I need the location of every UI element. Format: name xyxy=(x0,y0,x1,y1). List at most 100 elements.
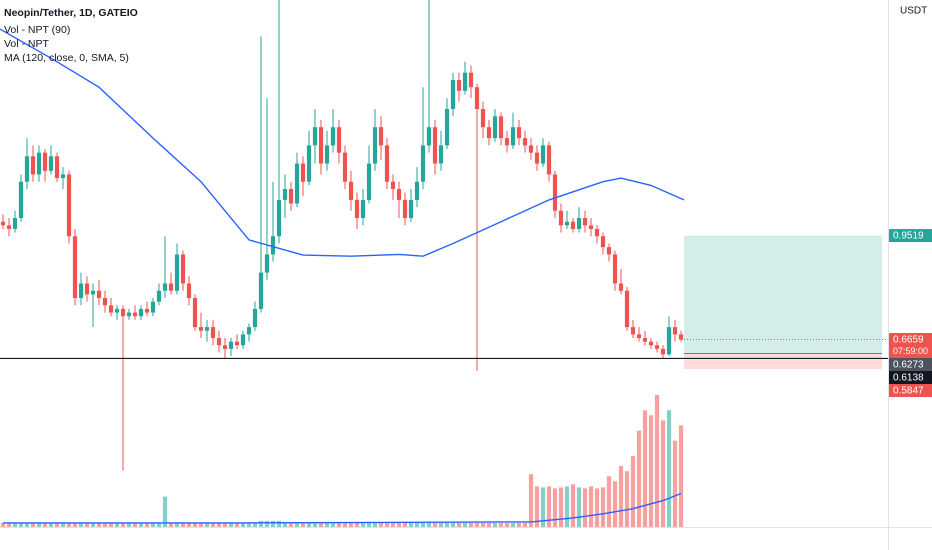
volume-bar xyxy=(306,522,312,527)
candle-body xyxy=(12,218,18,229)
volume-bar xyxy=(480,522,486,527)
volume-bar xyxy=(486,522,492,527)
volume-bar xyxy=(630,455,636,527)
candle-body xyxy=(600,236,606,248)
candle-body xyxy=(438,145,444,164)
volume-bar xyxy=(354,522,360,527)
candle-body xyxy=(282,188,288,200)
volume-bar xyxy=(138,522,144,527)
volume-bar xyxy=(678,425,684,527)
candle-body xyxy=(72,236,78,299)
volume-bar xyxy=(258,520,264,527)
volume-bar xyxy=(408,522,414,527)
volume-bar xyxy=(648,415,654,527)
volume-bar xyxy=(594,488,600,527)
volume-bar xyxy=(336,522,342,527)
volume-bar xyxy=(132,522,138,527)
price-tag-label: 0.9519 xyxy=(893,230,924,241)
candle-body xyxy=(48,156,54,171)
candle-body xyxy=(642,338,648,342)
legend-entry: MA (120, close, 0, SMA, 5) xyxy=(4,52,129,64)
stop-zone xyxy=(684,353,882,370)
volume-bar xyxy=(156,522,162,527)
candle-body xyxy=(168,283,174,291)
volume-bar xyxy=(510,522,516,527)
volume-bar xyxy=(54,522,60,527)
price-tag-label: 0.6138 xyxy=(893,372,924,383)
volume-bar xyxy=(420,522,426,527)
candle-body xyxy=(594,228,600,237)
volume-bar xyxy=(228,522,234,527)
candle-body xyxy=(576,218,582,229)
candle-body xyxy=(618,283,624,291)
candle-body xyxy=(210,327,216,339)
candle-body xyxy=(564,221,570,226)
volume-bar xyxy=(546,486,552,527)
volume-bar xyxy=(366,522,372,527)
candle-body xyxy=(84,283,90,295)
candle-body xyxy=(192,298,198,328)
candle-body xyxy=(636,334,642,339)
candle-body xyxy=(354,199,360,219)
plot xyxy=(0,0,888,527)
ma-line xyxy=(0,28,685,257)
volume-bar xyxy=(108,522,114,527)
volume-bar xyxy=(222,522,228,527)
candle-body xyxy=(366,163,372,200)
candle-body xyxy=(522,138,528,146)
volume-bar xyxy=(540,487,546,527)
candle-body xyxy=(180,254,186,284)
candle-body xyxy=(198,327,204,331)
volume-bar xyxy=(492,522,498,527)
candle-body xyxy=(588,225,594,229)
candle-body xyxy=(432,127,438,164)
volume-bar xyxy=(114,522,120,527)
volume-bar xyxy=(66,522,72,527)
legend-entry: Vol - NPT xyxy=(4,38,50,50)
volume-bar xyxy=(42,522,48,527)
candle-body xyxy=(36,152,42,175)
candle-body xyxy=(132,312,138,317)
candle-body xyxy=(582,218,588,226)
volume-bar xyxy=(30,522,36,527)
volume-bar xyxy=(288,522,294,527)
candle-body xyxy=(108,305,114,313)
volume-bar xyxy=(672,440,678,527)
candle-body xyxy=(426,127,432,146)
candle-body xyxy=(288,188,294,204)
candle-body xyxy=(558,210,564,226)
volume-bar xyxy=(660,420,666,527)
volume-bar xyxy=(552,488,558,527)
candle-body xyxy=(606,247,612,255)
volume-bar xyxy=(264,520,270,527)
volume-bar xyxy=(216,522,222,527)
candle-body xyxy=(408,199,414,219)
candle-body xyxy=(336,127,342,153)
candle-body xyxy=(174,254,180,291)
volume-bar xyxy=(294,522,300,527)
candle-body xyxy=(492,116,498,139)
candle-body xyxy=(552,174,558,211)
volume-bar xyxy=(150,522,156,527)
volume-bar xyxy=(522,522,528,527)
candle-body xyxy=(300,163,306,182)
candle-body xyxy=(264,254,270,273)
volume-ma-line xyxy=(3,492,682,524)
volume-bar xyxy=(474,522,480,527)
volume-bar xyxy=(276,520,282,527)
volume-bar xyxy=(246,522,252,527)
volume-bar xyxy=(126,522,132,527)
candle-body xyxy=(30,156,36,175)
volume-bar xyxy=(606,476,612,527)
volume-bar xyxy=(390,522,396,527)
volume-bar xyxy=(384,522,390,527)
price-tag xyxy=(889,383,932,397)
volume-bar xyxy=(504,522,510,527)
volume-bar xyxy=(642,410,648,527)
volume-bar xyxy=(186,522,192,527)
volume-bar xyxy=(600,487,606,527)
candle-body xyxy=(228,341,234,349)
candle-body xyxy=(444,109,450,146)
candle-body xyxy=(318,127,324,164)
